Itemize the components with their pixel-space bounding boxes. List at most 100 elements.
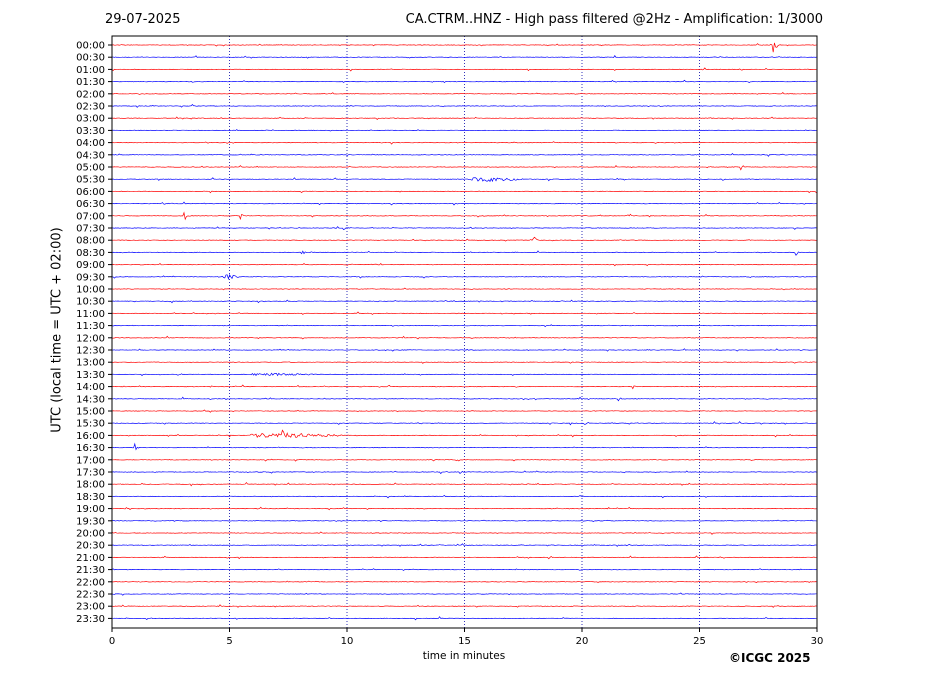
y-tick-label: 04:30: [76, 150, 105, 161]
trace-row-0500: [111, 165, 817, 171]
y-tick-label: 05:00: [76, 163, 105, 174]
trace-row-1300: [111, 361, 817, 364]
trace-row-0830: [111, 250, 817, 256]
x-tick-label: 5: [226, 636, 232, 647]
y-tick-label: 14:00: [76, 382, 105, 393]
y-tick-label: 10:00: [76, 285, 105, 296]
trace-row-0600: [111, 190, 817, 194]
x-tick-label: 15: [458, 636, 471, 647]
trace-row-0130: [111, 79, 817, 84]
trace-row-1330: [111, 372, 817, 377]
trace-row-1830: [111, 495, 817, 499]
trace-row-1200: [111, 335, 817, 340]
y-tick-label: 01:00: [76, 65, 105, 76]
y-tick-label: 11:30: [76, 321, 105, 332]
y-tick-label: 15:30: [76, 419, 105, 430]
trace-row-2300: [111, 604, 817, 608]
y-tick-label: 06:00: [76, 187, 105, 198]
x-tick-label: 30: [811, 636, 824, 647]
trace-row-0330: [111, 129, 817, 132]
y-tick-label: 07:00: [76, 211, 105, 222]
trace-row-0200: [111, 92, 817, 95]
y-tick-label: 13:30: [76, 370, 105, 381]
trace-row-0030: [111, 55, 817, 59]
trace-row-0000: [111, 42, 817, 53]
trace-row-0900: [111, 263, 817, 267]
y-tick-label: 16:00: [76, 431, 105, 442]
trace-row-0730: [111, 226, 817, 231]
trace-row-0630: [111, 201, 817, 206]
x-tick-label: 25: [693, 636, 706, 647]
chart-title: CA.CTRM..HNZ - High pass filtered @2Hz -…: [405, 12, 823, 27]
x-tick-label: 0: [109, 636, 115, 647]
y-tick-label: 14:30: [76, 394, 105, 405]
trace-row-1400: [111, 384, 817, 390]
y-tick-label: 20:00: [76, 529, 105, 540]
plot-frame: [111, 35, 818, 629]
y-tick-label: 04:00: [76, 138, 105, 149]
y-tick-label: 20:30: [76, 541, 105, 552]
trace-row-1900: [111, 506, 817, 511]
y-tick-label: 12:00: [76, 333, 105, 344]
y-tick-label: 19:00: [76, 504, 105, 515]
trace-row-1130: [111, 324, 817, 328]
trace-row-0400: [111, 141, 817, 145]
trace-row-0100: [111, 67, 817, 72]
y-tick-label: 06:30: [76, 199, 105, 210]
trace-row-1230: [111, 348, 817, 352]
trace-row-2200: [111, 580, 817, 583]
y-tick-label: 22:00: [76, 577, 105, 588]
y-tick-label: 22:30: [76, 590, 105, 601]
y-tick-label: 12:30: [76, 346, 105, 357]
x-axis-label: time in minutes: [422, 650, 506, 662]
trace-row-2000: [111, 531, 817, 535]
trace-row-1700: [111, 458, 817, 462]
trace-row-1630: [111, 442, 817, 451]
trace-row-2130: [111, 568, 817, 571]
y-tick-label: 03:30: [76, 126, 105, 137]
y-tick-label: 23:30: [76, 614, 105, 625]
trace-row-1100: [111, 311, 817, 315]
y-tick-label: 18:30: [76, 492, 105, 503]
y-tick-label: 00:30: [76, 53, 105, 64]
y-tick-label: 13:00: [76, 358, 105, 369]
trace-row-1500: [111, 409, 817, 413]
y-tick-label: 16:30: [76, 443, 105, 454]
y-tick-label: 21:00: [76, 553, 105, 564]
trace-row-0700: [111, 211, 817, 221]
trace-row-0530: [111, 177, 817, 183]
y-tick-label: 00:00: [76, 41, 105, 52]
y-tick-label: 19:30: [76, 516, 105, 527]
trace-row-1000: [111, 287, 817, 291]
y-tick-label: 05:30: [76, 175, 105, 186]
y-tick-label: 09:00: [76, 260, 105, 271]
y-tick-label: 02:00: [76, 89, 105, 100]
trace-row-0930: [111, 274, 817, 281]
y-tick-label: 17:00: [76, 455, 105, 466]
y-tick-label: 17:30: [76, 468, 105, 479]
trace-row-0300: [111, 116, 817, 120]
trace-row-2100: [111, 555, 817, 560]
y-tick-label: 08:00: [76, 236, 105, 247]
trace-row-0430: [111, 153, 817, 157]
trace-row-1430: [111, 396, 817, 402]
trace-row-2330: [111, 616, 817, 621]
y-tick-label: 07:30: [76, 224, 105, 235]
copyright-label: ©ICGC 2025: [729, 651, 811, 665]
x-tick-label: 10: [341, 636, 354, 647]
trace-row-1730: [111, 470, 817, 475]
trace-row-0230: [111, 104, 817, 108]
x-tick-label: 20: [576, 636, 589, 647]
trace-row-2230: [111, 592, 817, 596]
y-tick-label: 08:30: [76, 248, 105, 259]
trace-row-1530: [111, 421, 817, 426]
y-tick-label: 09:30: [76, 272, 105, 283]
trace-row-2030: [111, 543, 817, 547]
trace-row-1800: [111, 482, 817, 487]
y-tick-label: 10:30: [76, 297, 105, 308]
y-tick-label: 23:00: [76, 602, 105, 613]
date-label: 29-07-2025: [105, 12, 181, 27]
trace-row-1930: [111, 519, 817, 522]
y-tick-label: 21:30: [76, 565, 105, 576]
